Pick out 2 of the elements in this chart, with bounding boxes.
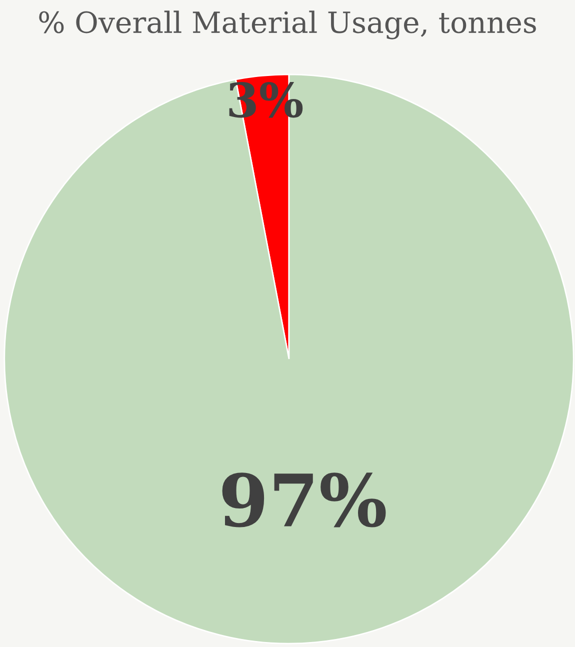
chart-title: % Overall Material Usage, tonnes bbox=[39, 10, 536, 40]
data-label: 97% bbox=[222, 472, 386, 528]
